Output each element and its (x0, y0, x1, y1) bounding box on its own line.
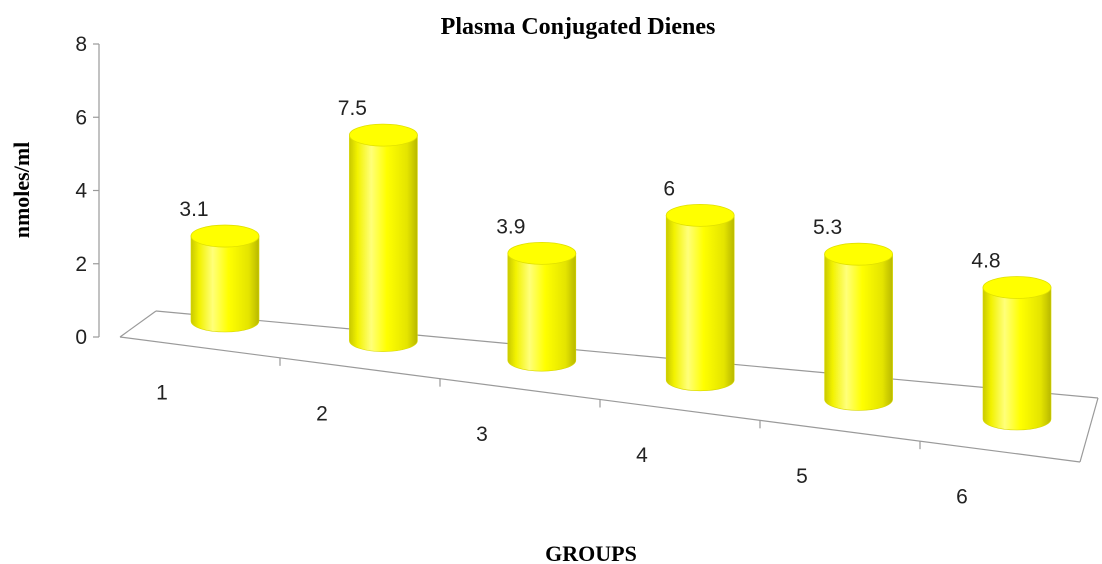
x-tick-label: 1 (156, 381, 168, 404)
x-tick-label: 4 (636, 444, 648, 467)
x-ticks: 1 2 3 4 5 6 (156, 357, 968, 509)
bar-top (190, 224, 260, 248)
y-tick-label: 6 (75, 106, 87, 129)
bars (190, 123, 1052, 431)
data-label: 3.1 (179, 198, 208, 221)
bar-top (982, 276, 1052, 299)
bar-body (507, 253, 577, 372)
data-label: 6 (663, 177, 675, 200)
bar-top (507, 241, 577, 265)
x-tick-label: 2 (316, 402, 328, 425)
x-tick-label: 6 (956, 486, 968, 509)
data-label: 4.8 (971, 249, 1000, 272)
bar-body (982, 287, 1052, 431)
bar (982, 276, 1052, 431)
bar (824, 242, 893, 411)
chart-title: Plasma Conjugated Dienes (441, 14, 716, 40)
bar-top (348, 123, 418, 147)
floor-right-edge (1079, 397, 1099, 463)
bar (190, 224, 260, 333)
y-tick-label: 4 (75, 180, 87, 203)
data-label: 5.3 (813, 216, 842, 239)
bar-top (665, 203, 735, 227)
x-tick-label: 3 (476, 423, 488, 446)
data-label: 3.9 (496, 215, 525, 238)
bar (348, 123, 418, 352)
data-labels: 3.1 7.5 3.9 6 5.3 4.8 (179, 97, 1000, 272)
bar-top (824, 242, 893, 266)
x-tick-label: 5 (796, 465, 808, 488)
data-label: 7.5 (338, 97, 367, 120)
floor-back-edge (155, 310, 1099, 399)
bar-body (665, 215, 735, 392)
y-tick-label: 8 (75, 33, 87, 56)
bar-body (190, 235, 260, 333)
bar (507, 241, 577, 372)
bar-body (349, 134, 418, 352)
x-axis-title: GROUPS (545, 541, 637, 564)
y-axis-title: nmoles/ml (9, 142, 34, 239)
floor-left-edge (119, 310, 157, 338)
y-ticks: 0 2 4 6 8 (75, 33, 99, 349)
bar (665, 203, 735, 392)
y-tick-label: 2 (75, 253, 87, 276)
y-tick-label: 0 (75, 326, 87, 349)
bar-body (824, 253, 893, 411)
